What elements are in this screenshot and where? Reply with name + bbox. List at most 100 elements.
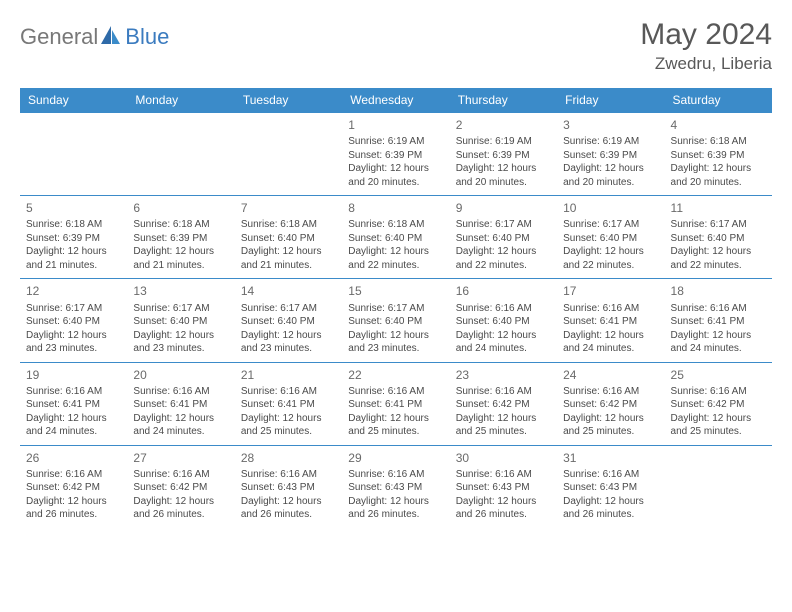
day-number: 10 <box>563 200 658 216</box>
calendar-cell: 22Sunrise: 6:16 AMSunset: 6:41 PMDayligh… <box>342 362 449 445</box>
calendar-cell: 30Sunrise: 6:16 AMSunset: 6:43 PMDayligh… <box>450 445 557 528</box>
day-info: Sunrise: 6:16 AMSunset: 6:43 PMDaylight:… <box>348 468 443 522</box>
calendar-table: Sunday Monday Tuesday Wednesday Thursday… <box>20 88 772 528</box>
calendar-cell: 3 Sunrise: 6:19 AMSunset: 6:39 PMDaylight… <box>557 113 664 196</box>
calendar-cell: 7 Sunrise: 6:18 AMSunset: 6:40 PMDaylight… <box>235 196 342 279</box>
month-title: May 2024 <box>640 18 772 52</box>
day-number: 23 <box>456 367 551 383</box>
weekday-header: Wednesday <box>342 88 449 113</box>
day-info: Sunrise: 6:19 AMSunset: 6:39 PMDaylight:… <box>348 135 443 189</box>
logo-text-general: General <box>20 24 98 50</box>
calendar-cell: 23Sunrise: 6:16 AMSunset: 6:42 PMDayligh… <box>450 362 557 445</box>
day-number: 16 <box>456 283 551 299</box>
calendar-cell: 21Sunrise: 6:16 AMSunset: 6:41 PMDayligh… <box>235 362 342 445</box>
day-info: Sunrise: 6:17 AMSunset: 6:40 PMDaylight:… <box>348 302 443 356</box>
calendar-row: 26Sunrise: 6:16 AMSunset: 6:42 PMDayligh… <box>20 445 772 528</box>
header: General Blue May 2024 Zwedru, Liberia <box>20 18 772 74</box>
day-info: Sunrise: 6:16 AMSunset: 6:43 PMDaylight:… <box>456 468 551 522</box>
day-number: 5 <box>26 200 121 216</box>
day-info: Sunrise: 6:17 AMSunset: 6:40 PMDaylight:… <box>671 218 766 272</box>
day-number: 2 <box>456 117 551 133</box>
calendar-cell: 14 Sunrise: 6:17 AMSunset: 6:40 PMDayligh… <box>235 279 342 362</box>
calendar-cell: 19Sunrise: 6:16 AMSunset: 6:41 PMDayligh… <box>20 362 127 445</box>
day-number: 24 <box>563 367 658 383</box>
day-info: Sunrise: 6:19 AMSunset: 6:39 PMDaylight:… <box>456 135 551 189</box>
weekday-header: Saturday <box>665 88 772 113</box>
day-info: Sunrise: 6:16 AMSunset: 6:42 PMDaylight:… <box>133 468 228 522</box>
logo-text-blue: Blue <box>125 24 169 50</box>
day-info: Sunrise: 6:16 AMSunset: 6:41 PMDaylight:… <box>671 302 766 356</box>
day-info: Sunrise: 6:19 AMSunset: 6:39 PMDaylight:… <box>563 135 658 189</box>
day-number: 7 <box>241 200 336 216</box>
day-info: Sunrise: 6:18 AMSunset: 6:39 PMDaylight:… <box>133 218 228 272</box>
logo-sail-icon <box>101 26 121 49</box>
day-number: 31 <box>563 450 658 466</box>
day-number: 18 <box>671 283 766 299</box>
day-number: 27 <box>133 450 228 466</box>
calendar-cell: 28Sunrise: 6:16 AMSunset: 6:43 PMDayligh… <box>235 445 342 528</box>
calendar-cell <box>235 113 342 196</box>
calendar-cell: 16 Sunrise: 6:16 AMSunset: 6:40 PMDayligh… <box>450 279 557 362</box>
calendar-cell: 9 Sunrise: 6:17 AMSunset: 6:40 PMDaylight… <box>450 196 557 279</box>
calendar-row: 1Sunrise: 6:19 AMSunset: 6:39 PMDaylight… <box>20 113 772 196</box>
calendar-cell: 17 Sunrise: 6:16 AMSunset: 6:41 PMDayligh… <box>557 279 664 362</box>
calendar-cell: 13 Sunrise: 6:17 AMSunset: 6:40 PMDayligh… <box>127 279 234 362</box>
calendar-cell: 18 Sunrise: 6:16 AMSunset: 6:41 PMDayligh… <box>665 279 772 362</box>
calendar-cell: 6 Sunrise: 6:18 AMSunset: 6:39 PMDaylight… <box>127 196 234 279</box>
calendar-cell: 1Sunrise: 6:19 AMSunset: 6:39 PMDaylight… <box>342 113 449 196</box>
day-number: 29 <box>348 450 443 466</box>
day-info: Sunrise: 6:16 AMSunset: 6:41 PMDaylight:… <box>563 302 658 356</box>
weekday-header: Sunday <box>20 88 127 113</box>
day-number: 12 <box>26 283 121 299</box>
weekday-header: Friday <box>557 88 664 113</box>
calendar-cell <box>665 445 772 528</box>
calendar-body: 1Sunrise: 6:19 AMSunset: 6:39 PMDaylight… <box>20 113 772 528</box>
day-number: 11 <box>671 200 766 216</box>
day-number: 9 <box>456 200 551 216</box>
day-number: 20 <box>133 367 228 383</box>
day-number: 13 <box>133 283 228 299</box>
calendar-cell: 4Sunrise: 6:18 AMSunset: 6:39 PMDaylight… <box>665 113 772 196</box>
location-text: Zwedru, Liberia <box>640 54 772 74</box>
title-block: May 2024 Zwedru, Liberia <box>640 18 772 74</box>
day-number: 3 <box>563 117 658 133</box>
weekday-header: Tuesday <box>235 88 342 113</box>
calendar-row: 5 Sunrise: 6:18 AMSunset: 6:39 PMDaylight… <box>20 196 772 279</box>
day-number: 25 <box>671 367 766 383</box>
day-info: Sunrise: 6:17 AMSunset: 6:40 PMDaylight:… <box>241 302 336 356</box>
weekday-header: Thursday <box>450 88 557 113</box>
weekday-header: Monday <box>127 88 234 113</box>
day-number: 21 <box>241 367 336 383</box>
day-number: 6 <box>133 200 228 216</box>
calendar-cell: 15 Sunrise: 6:17 AMSunset: 6:40 PMDayligh… <box>342 279 449 362</box>
calendar-cell: 27 Sunrise: 6:16 AMSunset: 6:42 PMDayligh… <box>127 445 234 528</box>
day-info: Sunrise: 6:17 AMSunset: 6:40 PMDaylight:… <box>26 302 121 356</box>
day-info: Sunrise: 6:18 AMSunset: 6:39 PMDaylight:… <box>26 218 121 272</box>
calendar-cell: 8Sunrise: 6:18 AMSunset: 6:40 PMDaylight… <box>342 196 449 279</box>
calendar-cell: 20Sunrise: 6:16 AMSunset: 6:41 PMDayligh… <box>127 362 234 445</box>
logo: General Blue <box>20 18 169 50</box>
calendar-cell: 25 Sunrise: 6:16 AMSunset: 6:42 PMDayligh… <box>665 362 772 445</box>
calendar-cell <box>20 113 127 196</box>
day-info: Sunrise: 6:16 AMSunset: 6:42 PMDaylight:… <box>26 468 121 522</box>
calendar-cell: 26Sunrise: 6:16 AMSunset: 6:42 PMDayligh… <box>20 445 127 528</box>
day-info: Sunrise: 6:16 AMSunset: 6:43 PMDaylight:… <box>563 468 658 522</box>
calendar-row: 19Sunrise: 6:16 AMSunset: 6:41 PMDayligh… <box>20 362 772 445</box>
calendar-cell: 2 Sunrise: 6:19 AMSunset: 6:39 PMDaylight… <box>450 113 557 196</box>
day-number: 17 <box>563 283 658 299</box>
calendar-cell: 10Sunrise: 6:17 AMSunset: 6:40 PMDayligh… <box>557 196 664 279</box>
calendar-cell <box>127 113 234 196</box>
calendar-cell: 29 Sunrise: 6:16 AMSunset: 6:43 PMDayligh… <box>342 445 449 528</box>
day-info: Sunrise: 6:17 AMSunset: 6:40 PMDaylight:… <box>456 218 551 272</box>
day-info: Sunrise: 6:16 AMSunset: 6:43 PMDaylight:… <box>241 468 336 522</box>
day-info: Sunrise: 6:16 AMSunset: 6:41 PMDaylight:… <box>26 385 121 439</box>
day-info: Sunrise: 6:16 AMSunset: 6:42 PMDaylight:… <box>671 385 766 439</box>
calendar-cell: 12 Sunrise: 6:17 AMSunset: 6:40 PMDayligh… <box>20 279 127 362</box>
day-info: Sunrise: 6:16 AMSunset: 6:40 PMDaylight:… <box>456 302 551 356</box>
calendar-cell: 5 Sunrise: 6:18 AMSunset: 6:39 PMDaylight… <box>20 196 127 279</box>
day-number: 15 <box>348 283 443 299</box>
day-info: Sunrise: 6:16 AMSunset: 6:42 PMDaylight:… <box>563 385 658 439</box>
day-info: Sunrise: 6:17 AMSunset: 6:40 PMDaylight:… <box>133 302 228 356</box>
day-number: 14 <box>241 283 336 299</box>
day-info: Sunrise: 6:18 AMSunset: 6:40 PMDaylight:… <box>241 218 336 272</box>
